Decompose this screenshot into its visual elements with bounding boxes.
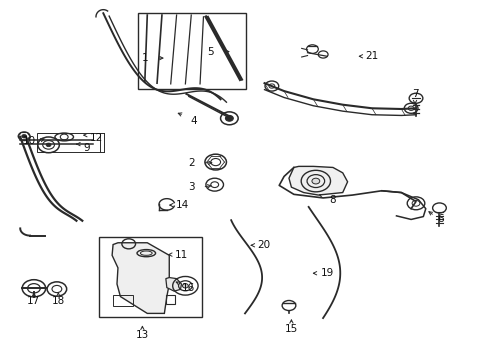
Bar — [113, 296, 133, 306]
Circle shape — [225, 116, 233, 121]
Text: 8: 8 — [330, 195, 336, 205]
Bar — [99, 237, 202, 317]
Text: 2: 2 — [188, 158, 195, 168]
Text: 9: 9 — [83, 143, 90, 153]
Text: 17: 17 — [27, 296, 41, 306]
Text: 11: 11 — [175, 249, 188, 260]
Circle shape — [182, 284, 188, 288]
Circle shape — [312, 178, 320, 184]
Text: 18: 18 — [52, 296, 65, 306]
Text: 1: 1 — [142, 53, 148, 63]
Polygon shape — [289, 166, 347, 195]
Text: 6: 6 — [437, 215, 444, 224]
Bar — [37, 133, 100, 152]
Text: 20: 20 — [257, 240, 270, 250]
Text: 5: 5 — [207, 46, 214, 57]
Text: 19: 19 — [320, 268, 334, 278]
Circle shape — [60, 134, 68, 140]
Circle shape — [46, 143, 51, 147]
Polygon shape — [112, 243, 169, 314]
Text: 7: 7 — [412, 89, 418, 99]
Circle shape — [22, 134, 26, 138]
Bar — [166, 295, 174, 304]
Bar — [139, 13, 246, 89]
Polygon shape — [166, 278, 181, 291]
Text: 21: 21 — [366, 51, 379, 61]
Text: 4: 4 — [191, 116, 197, 126]
Polygon shape — [18, 132, 30, 140]
Text: 15: 15 — [285, 324, 298, 334]
Text: 3: 3 — [188, 182, 195, 192]
Text: 16: 16 — [182, 283, 196, 293]
Text: 14: 14 — [176, 200, 189, 210]
Text: 10: 10 — [23, 136, 36, 145]
Text: 13: 13 — [136, 330, 149, 340]
Text: 12: 12 — [89, 133, 102, 143]
